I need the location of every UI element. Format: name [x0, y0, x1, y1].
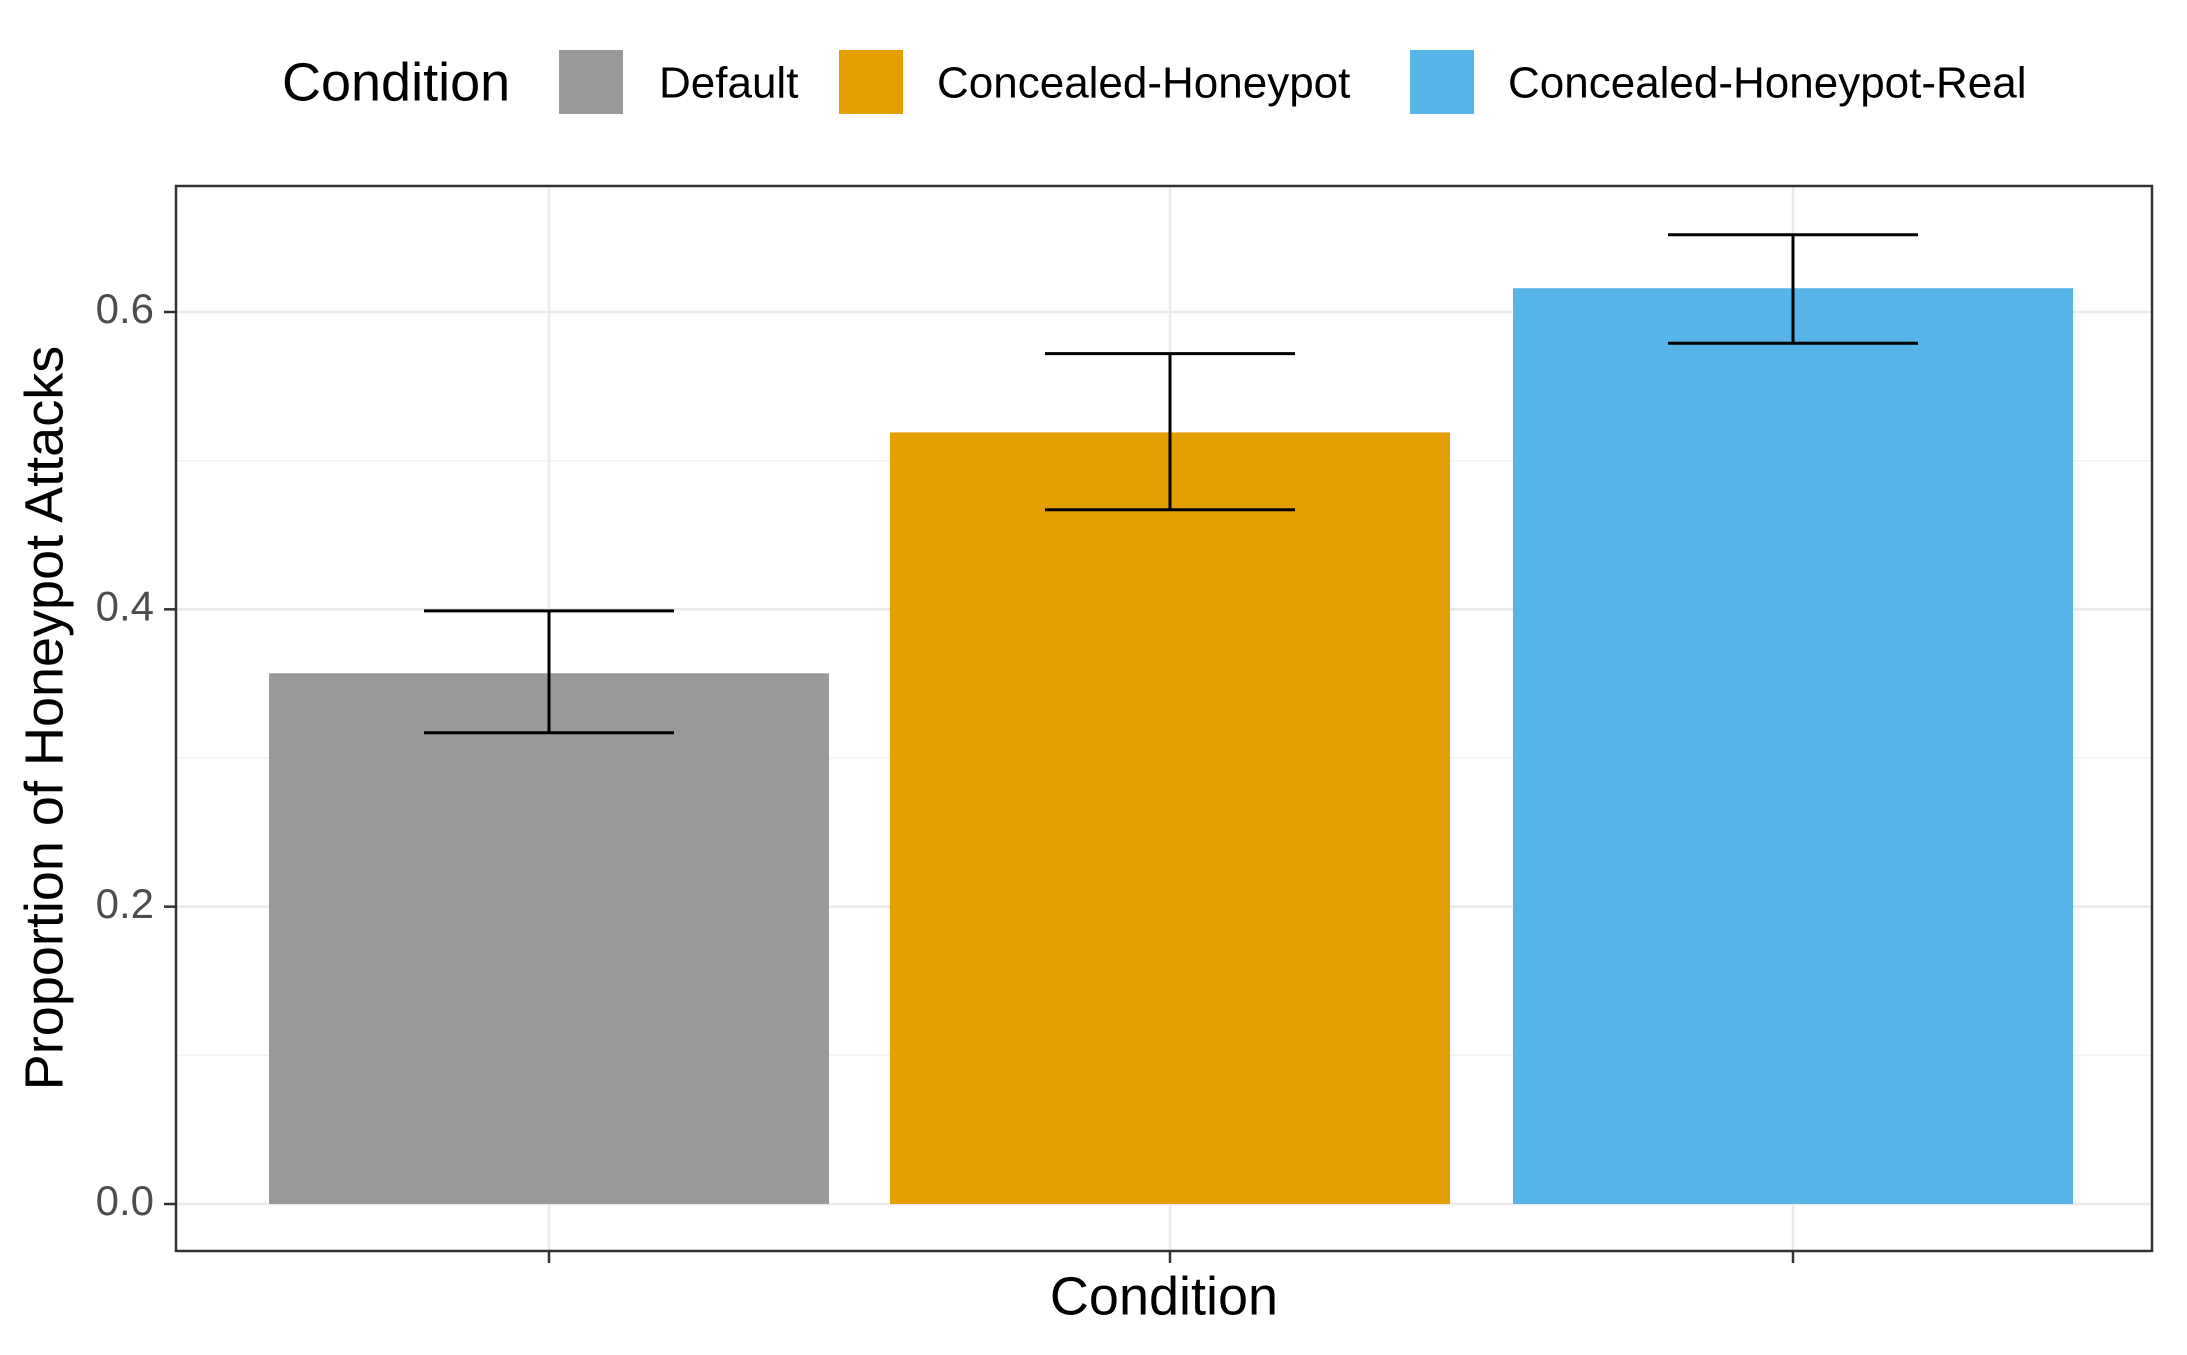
legend-label: Default [659, 59, 798, 108]
error-bar-concealed-honeypot [1045, 352, 1295, 512]
x-axis [547, 1251, 1795, 1263]
y-tick-label: 0.4 [96, 582, 154, 629]
y-tick-label: 0.6 [96, 285, 154, 332]
legend-items: Default Concealed-Honeypot Concealed-Honey… [559, 50, 2027, 114]
y-axis: 0.0 0.2 0.4 0.6 [96, 285, 176, 1224]
legend-item-concealed-honeypot-real: Concealed-Honeypot-Real [1410, 50, 2027, 114]
bar-default [269, 673, 829, 1204]
legend-label: Concealed-Honeypot-Real [1508, 59, 2027, 108]
legend: Condition Default Concealed-Honeypot Conce… [282, 50, 2027, 114]
error-bar-default [424, 609, 674, 735]
legend-label: Concealed-Honeypot [937, 59, 1350, 108]
error-bars [424, 233, 1918, 735]
legend-item-default: Default [559, 50, 798, 114]
bar-concealed-honeypot-real [1513, 288, 2073, 1204]
legend-key [1410, 50, 1474, 114]
bars [269, 288, 2073, 1204]
error-bar-concealed-honeypot-real [1668, 233, 1918, 345]
panel-border [174, 184, 2154, 1253]
legend-item-concealed-honeypot: Concealed-Honeypot [839, 50, 1350, 114]
x-axis-title: Condition [1050, 1266, 1278, 1326]
legend-title: Condition [282, 52, 510, 112]
legend-key [839, 50, 903, 114]
y-axis-title: Proportion of Honeypot Attacks [14, 346, 74, 1090]
y-tick-label: 0.2 [96, 880, 154, 927]
y-tick-label: 0.0 [96, 1177, 154, 1224]
legend-key [559, 50, 623, 114]
bar-concealed-honeypot [890, 432, 1450, 1204]
